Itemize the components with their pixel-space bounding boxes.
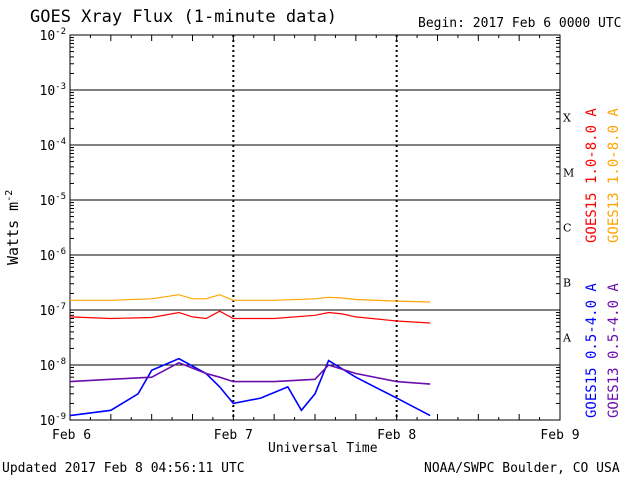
series-line xyxy=(69,361,431,385)
begin-time: Begin: 2017 Feb 6 0000 UTC xyxy=(418,16,622,31)
y-tick-label: 10-3 xyxy=(40,82,67,99)
x-tick-label: Feb 9 xyxy=(540,428,579,443)
legend-goes13-long: GOES13 1.0-8.0 A xyxy=(606,108,622,243)
legend-goes13-short: GOES13 0.5-4.0 A xyxy=(606,283,622,418)
updated-timestamp: Updated 2017 Feb 8 04:56:11 UTC xyxy=(2,461,245,476)
y-tick-label: 10-7 xyxy=(40,302,67,319)
x-tick-label: Feb 8 xyxy=(377,428,416,443)
x-axis-label: Universal Time xyxy=(268,441,378,456)
legend-goes15-long: GOES15 1.0-8.0 A xyxy=(584,108,600,243)
y-tick-label: 10-6 xyxy=(40,247,67,264)
series-line xyxy=(69,310,431,324)
y-tick-label: 10-2 xyxy=(40,27,67,44)
y-tick-label: 10-5 xyxy=(40,192,67,209)
flare-class-label: M xyxy=(563,167,574,180)
y-tick-label: 10-9 xyxy=(40,412,67,429)
y-tick-label: 10-4 xyxy=(40,137,67,154)
x-tick-label: Feb 7 xyxy=(214,428,253,443)
credit-text: NOAA/SWPC Boulder, CO USA xyxy=(424,461,620,476)
series-line xyxy=(69,357,431,417)
series-line xyxy=(70,294,431,303)
flare-class-label: C xyxy=(563,222,571,235)
flare-class-label: B xyxy=(563,277,571,290)
chart-title: GOES Xray Flux (1-minute data) xyxy=(30,7,338,27)
x-tick-label: Feb 6 xyxy=(52,428,91,443)
legend-goes15-short: GOES15 0.5-4.0 A xyxy=(584,283,600,418)
flare-class-label: X xyxy=(563,112,571,125)
flare-class-label: A xyxy=(562,332,572,345)
y-tick-label: 10-8 xyxy=(40,357,67,374)
plot-frame xyxy=(69,34,561,421)
